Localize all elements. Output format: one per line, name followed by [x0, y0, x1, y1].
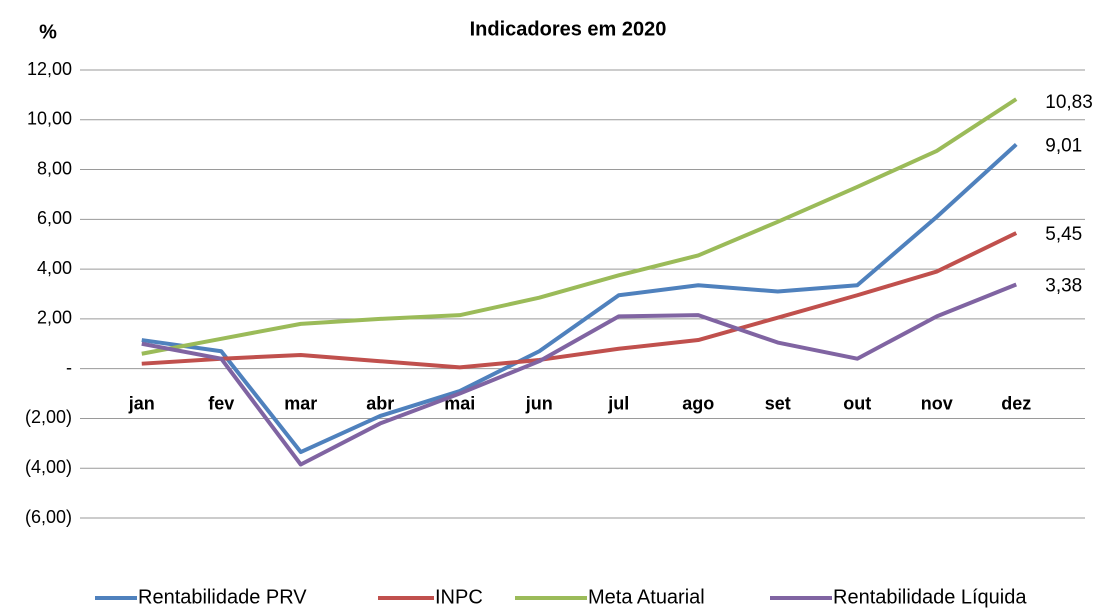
- series-line: [141, 231, 1018, 370]
- y-tick-label: 6,00: [37, 208, 72, 228]
- y-tick-label: (6,00): [25, 507, 72, 527]
- y-axis-label: %: [39, 21, 57, 43]
- y-tick-label: -: [66, 357, 72, 377]
- chart-title: Indicadores em 2020: [470, 18, 667, 40]
- x-tick-label: jun: [525, 393, 553, 413]
- y-tick-label: 10,00: [27, 109, 72, 129]
- y-tick-label: (2,00): [25, 407, 72, 427]
- x-tick-label: jul: [607, 393, 629, 413]
- x-tick-label: nov: [921, 393, 953, 413]
- x-tick-label: abr: [366, 393, 394, 413]
- legend-label: Rentabilidade PRV: [138, 586, 307, 608]
- x-tick-label: ago: [682, 393, 714, 413]
- legend-label: Meta Atuarial: [588, 586, 705, 608]
- value-label: 5,45: [1045, 224, 1082, 245]
- y-tick-label: 4,00: [37, 258, 72, 278]
- y-tick-label: 2,00: [37, 308, 72, 328]
- y-tick-label: (4,00): [25, 457, 72, 477]
- x-tick-label: out: [843, 393, 871, 413]
- x-tick-label: fev: [208, 393, 234, 413]
- x-tick-label: set: [765, 393, 791, 413]
- x-tick-label: mar: [284, 393, 317, 413]
- legend-label: Rentabilidade Líquida: [833, 586, 1027, 608]
- y-tick-label: 12,00: [27, 59, 72, 79]
- series-line: [141, 142, 1018, 455]
- value-label: 9,01: [1045, 135, 1082, 156]
- value-label: 10,83: [1045, 92, 1093, 113]
- series-line: [141, 97, 1018, 356]
- y-tick-label: 8,00: [37, 158, 72, 178]
- value-label: 3,38: [1045, 276, 1082, 297]
- legend-label: INPC: [435, 586, 483, 608]
- x-tick-label: jan: [128, 393, 155, 413]
- series-line: [141, 282, 1017, 467]
- x-tick-label: dez: [1001, 393, 1031, 413]
